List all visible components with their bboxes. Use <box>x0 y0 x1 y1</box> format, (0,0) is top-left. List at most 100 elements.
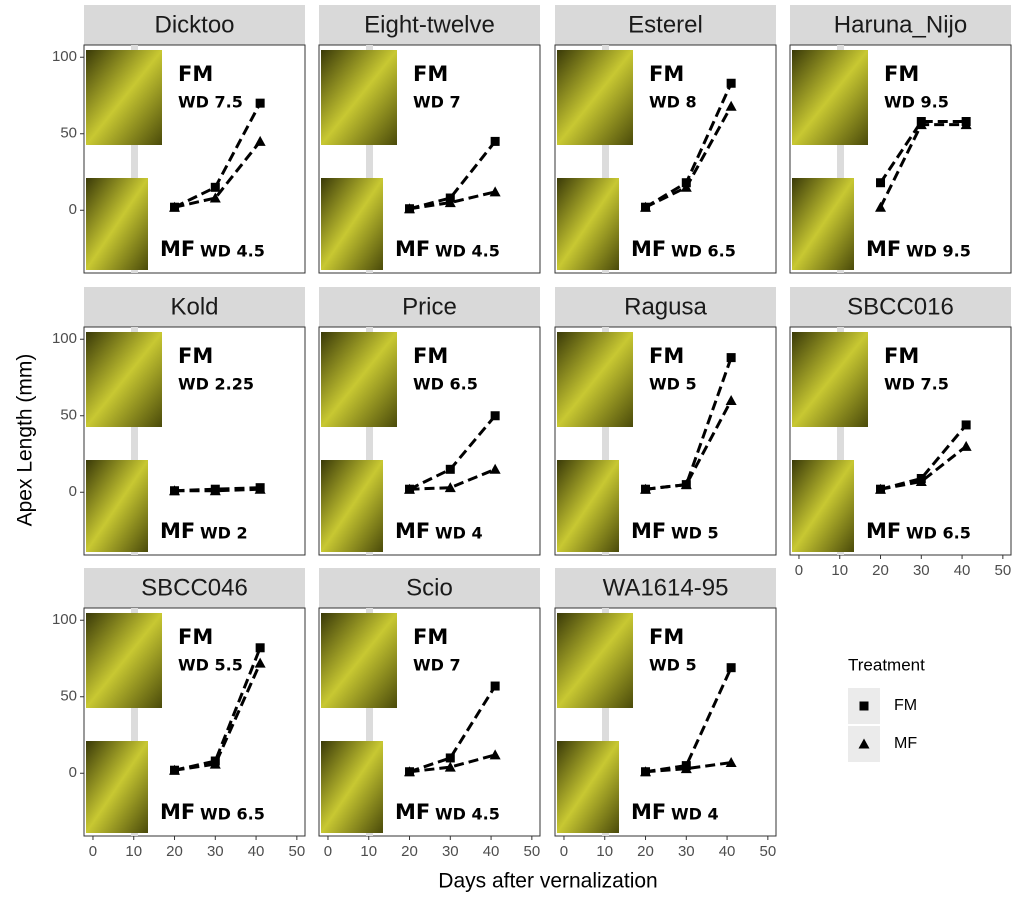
panel-title: Price <box>402 293 457 320</box>
fm-label: FM <box>413 344 448 368</box>
fm-marker <box>256 643 265 652</box>
x-tick-label: 50 <box>524 843 541 860</box>
panel-title: WA1614-95 <box>603 574 729 601</box>
fm-wd: WD 8 <box>649 93 697 112</box>
panel-title: Scio <box>406 574 453 601</box>
mf-wd: WD 4 <box>435 524 483 543</box>
mf-label: MF <box>866 237 901 261</box>
mf-wd: WD 6.5 <box>200 805 265 824</box>
mf-wd: WD 4.5 <box>435 805 500 824</box>
mf-wd: WD 9.5 <box>906 242 971 261</box>
fm-label: FM <box>649 62 684 86</box>
x-tick-label: 20 <box>401 843 418 860</box>
x-tick-label: 30 <box>207 843 224 860</box>
fm-wd: WD 9.5 <box>884 93 949 112</box>
panel-title: Haruna_Nijo <box>834 11 967 38</box>
chart: Apex Length (mm) Days after vernalizatio… <box>0 0 1020 898</box>
x-tick-label: 20 <box>637 843 654 860</box>
fm-label: FM <box>884 344 919 368</box>
fm-label: FM <box>413 625 448 649</box>
fm-photo <box>792 50 868 145</box>
mf-wd: WD 4.5 <box>435 242 500 261</box>
panel-title: Esterel <box>628 11 703 38</box>
x-tick-label: 20 <box>166 843 183 860</box>
y-tick-label: 100 <box>52 611 77 628</box>
fm-marker <box>727 79 736 88</box>
mf-wd: WD 2 <box>200 524 248 543</box>
x-tick-label: 50 <box>760 843 777 860</box>
fm-photo <box>86 332 162 427</box>
mf-photo <box>321 741 383 833</box>
mf-label: MF <box>631 519 666 543</box>
fm-wd: WD 5 <box>649 656 697 675</box>
x-tick-label: 30 <box>678 843 695 860</box>
fm-wd: WD 2.25 <box>178 375 254 394</box>
fm-label: FM <box>884 62 919 86</box>
x-tick-label: 0 <box>89 843 97 860</box>
x-tick-label: 0 <box>324 843 332 860</box>
x-tick-label: 40 <box>483 843 500 860</box>
panel-title: SBCC016 <box>847 293 954 320</box>
mf-wd: WD 6.5 <box>671 242 736 261</box>
fm-wd: WD 6.5 <box>413 375 478 394</box>
x-tick-label: 0 <box>795 562 803 579</box>
fm-label: FM <box>649 344 684 368</box>
y-tick-label: 100 <box>52 48 77 65</box>
y-axis-label: Apex Length (mm) <box>14 354 37 527</box>
mf-photo <box>321 460 383 552</box>
y-tick-label: 100 <box>52 330 77 347</box>
fm-photo <box>321 613 397 708</box>
mf-label: MF <box>631 800 666 824</box>
fm-marker <box>876 178 885 187</box>
x-tick-label: 10 <box>360 843 377 860</box>
x-tick-label: 40 <box>954 562 971 579</box>
mf-label: MF <box>160 519 195 543</box>
mf-label: MF <box>866 519 901 543</box>
x-tick-label: 30 <box>913 562 930 579</box>
x-tick-label: 10 <box>831 562 848 579</box>
legend-marker <box>860 702 869 711</box>
x-tick-label: 30 <box>442 843 459 860</box>
panel-title: Eight-twelve <box>364 11 495 38</box>
x-tick-label: 50 <box>995 562 1012 579</box>
mf-label: MF <box>395 519 430 543</box>
x-tick-label: 10 <box>125 843 142 860</box>
fm-marker <box>446 753 455 762</box>
fm-marker <box>962 420 971 429</box>
fm-wd: WD 7.5 <box>178 93 243 112</box>
fm-wd: WD 5 <box>649 375 697 394</box>
mf-wd: WD 4.5 <box>200 242 265 261</box>
x-tick-label: 20 <box>872 562 889 579</box>
x-tick-label: 40 <box>248 843 265 860</box>
fm-photo <box>557 50 633 145</box>
fm-photo <box>321 50 397 145</box>
fm-label: FM <box>413 62 448 86</box>
mf-photo <box>557 460 619 552</box>
x-tick-label: 0 <box>560 843 568 860</box>
mf-photo <box>557 741 619 833</box>
mf-label: MF <box>160 237 195 261</box>
fm-label: FM <box>178 625 213 649</box>
panel-title: Kold <box>170 293 218 320</box>
fm-photo <box>792 332 868 427</box>
fm-marker <box>727 663 736 672</box>
panel-title: SBCC046 <box>141 574 248 601</box>
legend-label: MF <box>894 735 917 752</box>
mf-photo <box>86 460 148 552</box>
mf-label: MF <box>395 237 430 261</box>
x-tick-label: 40 <box>719 843 736 860</box>
fm-photo <box>557 613 633 708</box>
panel-title: Dicktoo <box>154 11 234 38</box>
fm-marker <box>727 353 736 362</box>
mf-wd: WD 6.5 <box>906 524 971 543</box>
fm-wd: WD 7 <box>413 656 461 675</box>
mf-wd: WD 4 <box>671 805 719 824</box>
fm-marker <box>446 465 455 474</box>
y-tick-label: 0 <box>69 483 77 500</box>
y-tick-label: 50 <box>60 688 77 705</box>
x-tick-label: 50 <box>289 843 306 860</box>
mf-photo <box>792 460 854 552</box>
y-tick-label: 0 <box>69 764 77 781</box>
fm-marker <box>256 99 265 108</box>
panel-title: Ragusa <box>624 293 707 320</box>
